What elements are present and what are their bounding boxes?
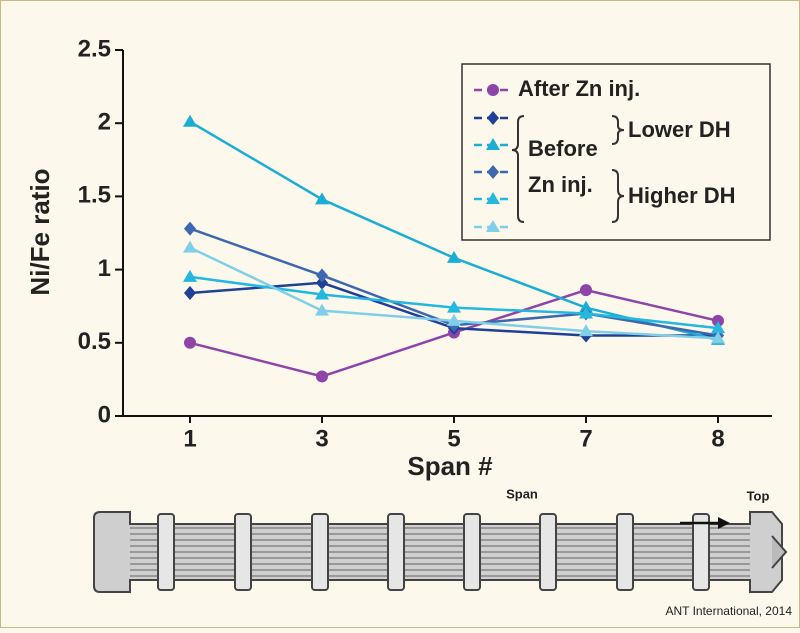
point <box>183 114 197 127</box>
point <box>580 284 592 297</box>
y-tick-label: 0 <box>98 401 111 428</box>
legend-note: Lower DH <box>628 117 731 142</box>
y-tick-label: 1 <box>98 255 111 282</box>
x-tick-label: 7 <box>579 425 592 452</box>
spacer <box>539 513 557 591</box>
x-tick-label: 3 <box>315 425 328 452</box>
diagram-label: Span <box>506 486 538 501</box>
y-tick-label: 2.5 <box>78 35 111 62</box>
spacer <box>616 513 634 591</box>
point <box>184 336 196 349</box>
point <box>184 286 196 301</box>
spacer <box>157 513 175 591</box>
legend-note: Zn inj. <box>528 172 593 197</box>
legend-label: After Zn inj. <box>518 76 640 101</box>
point <box>316 268 328 283</box>
spacer <box>311 513 329 591</box>
point <box>486 220 500 232</box>
point <box>315 192 329 205</box>
arrow-head <box>718 517 730 529</box>
spacer <box>234 513 252 591</box>
point <box>579 324 593 337</box>
y-tick-label: 1.5 <box>78 182 111 209</box>
x-axis-label: Span # <box>407 451 493 481</box>
point <box>183 240 197 253</box>
point <box>447 250 461 263</box>
point <box>183 269 197 282</box>
legend: Before Zn inj. Lower DH Higher DH After … <box>461 63 771 241</box>
diagram-label: Top <box>747 488 770 503</box>
point <box>447 313 461 326</box>
point <box>315 303 329 316</box>
point <box>486 138 500 150</box>
brace <box>611 169 625 223</box>
point <box>487 165 499 179</box>
y-tick-label: 2 <box>98 109 111 136</box>
point <box>447 300 461 313</box>
tube-lines <box>130 527 750 577</box>
tube-tip <box>771 535 788 569</box>
point <box>184 221 196 236</box>
credit: ANT International, 2014 <box>665 604 792 618</box>
point <box>711 321 725 334</box>
point <box>487 111 499 125</box>
point <box>486 192 500 204</box>
spacer <box>692 513 710 591</box>
legend-note: Before <box>528 136 598 161</box>
point <box>316 370 328 383</box>
y-tick-label: 0.5 <box>78 328 111 355</box>
point <box>315 287 329 300</box>
y-axis-label: Ni/Fe ratio <box>25 168 55 295</box>
x-tick-label: 8 <box>711 425 724 452</box>
point <box>487 84 499 96</box>
x-tick-label: 5 <box>447 425 460 452</box>
legend-note: Higher DH <box>628 183 736 208</box>
brace <box>611 115 625 145</box>
spacer <box>463 513 481 591</box>
brace <box>511 115 525 223</box>
legend-box <box>461 63 771 241</box>
point <box>579 306 593 319</box>
tube-diagram: Span Top <box>93 486 788 593</box>
x-tick-label: 1 <box>183 425 196 452</box>
point <box>316 275 328 290</box>
point <box>711 331 725 344</box>
spacer <box>387 513 405 591</box>
point <box>712 314 724 327</box>
